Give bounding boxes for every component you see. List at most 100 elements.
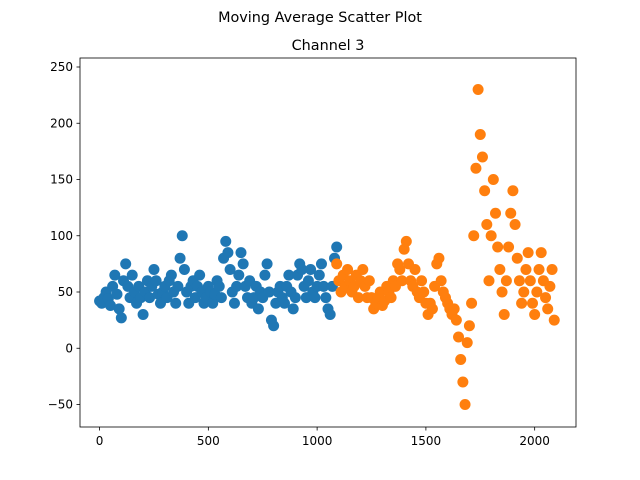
data-point: [463, 320, 475, 332]
data-point: [111, 288, 123, 300]
data-point: [472, 84, 484, 95]
data-point: [418, 286, 430, 298]
data-point: [263, 286, 275, 298]
data-point: [268, 320, 280, 332]
y-tick-label: 50: [58, 285, 73, 299]
series-1: [94, 230, 343, 332]
data-point: [544, 280, 556, 292]
data-point: [305, 264, 317, 275]
data-point: [194, 269, 206, 281]
data-point: [207, 297, 219, 309]
data-point: [363, 275, 375, 287]
data-point: [516, 297, 528, 309]
data-point: [483, 275, 495, 287]
data-point: [505, 207, 517, 219]
data-point: [503, 241, 515, 253]
data-point: [474, 129, 486, 140]
data-point: [481, 219, 493, 230]
data-point: [522, 247, 534, 259]
data-point: [309, 292, 321, 304]
data-point: [120, 258, 132, 270]
data-point: [324, 309, 336, 320]
data-point: [318, 280, 330, 292]
data-point: [455, 354, 467, 365]
data-point: [453, 331, 465, 343]
data-point: [513, 275, 525, 287]
data-point: [144, 292, 156, 304]
data-point: [109, 269, 121, 281]
data-point: [165, 269, 177, 281]
y-tick-label: 250: [50, 60, 73, 74]
data-point: [315, 258, 327, 270]
data-point: [352, 292, 364, 304]
data-point: [385, 292, 397, 304]
data-point: [524, 275, 536, 287]
data-point: [531, 286, 543, 298]
data-point: [296, 264, 308, 275]
data-point: [468, 230, 480, 242]
data-point: [526, 297, 538, 309]
data-point: [150, 275, 162, 287]
x-tick-label: 2000: [519, 434, 550, 448]
data-point: [409, 264, 421, 275]
x-tick-label: 0: [96, 434, 104, 448]
data-point: [540, 292, 552, 304]
data-point: [459, 399, 471, 410]
x-tick-label: 500: [197, 434, 220, 448]
data-point: [433, 252, 445, 264]
data-point: [520, 264, 532, 275]
data-point: [400, 235, 412, 247]
data-point: [548, 314, 560, 326]
data-point: [126, 269, 138, 281]
y-tick-label: 0: [65, 341, 73, 355]
data-point: [461, 337, 473, 349]
data-point: [148, 264, 160, 275]
data-point: [496, 286, 508, 298]
data-point: [542, 303, 554, 315]
data-point: [178, 264, 190, 275]
data-point: [450, 314, 462, 326]
data-point: [492, 241, 504, 253]
data-point: [259, 269, 271, 281]
data-point: [476, 151, 488, 163]
data-point: [448, 303, 460, 315]
data-point: [494, 264, 506, 275]
data-point: [435, 275, 447, 287]
x-tick-label: 1500: [411, 434, 442, 448]
data-point: [113, 303, 125, 315]
x-tick-label: 1000: [302, 434, 333, 448]
data-point: [485, 230, 497, 242]
axes-layer: 0 500 1000 1500 2000 −50 0 50 100 150 200 250: [48, 57, 577, 448]
data-point: [170, 297, 182, 309]
y-tick-label: 150: [50, 173, 73, 187]
y-tick-label: 200: [50, 116, 73, 130]
data-point: [507, 185, 519, 197]
data-point: [237, 258, 249, 270]
data-point: [176, 230, 188, 242]
data-point: [416, 275, 428, 287]
data-point: [215, 292, 227, 304]
data-point: [396, 275, 408, 287]
data-point: [104, 300, 116, 311]
data-point: [320, 292, 332, 304]
data-point: [222, 247, 234, 259]
data-point: [302, 275, 314, 287]
plot-frame: [79, 57, 577, 428]
data-point: [331, 241, 343, 253]
data-point: [529, 309, 541, 320]
data-point: [235, 247, 247, 259]
data-point: [213, 280, 225, 292]
data-point: [470, 162, 482, 174]
data-point: [137, 309, 149, 320]
data-point: [220, 235, 232, 247]
data-point: [287, 303, 299, 315]
data-point: [261, 258, 273, 270]
data-point: [115, 312, 127, 324]
data-point: [457, 376, 469, 388]
data-point: [498, 309, 510, 320]
data-point: [511, 252, 523, 264]
data-point: [252, 303, 264, 315]
data-point: [426, 303, 438, 315]
data-point: [233, 269, 245, 281]
